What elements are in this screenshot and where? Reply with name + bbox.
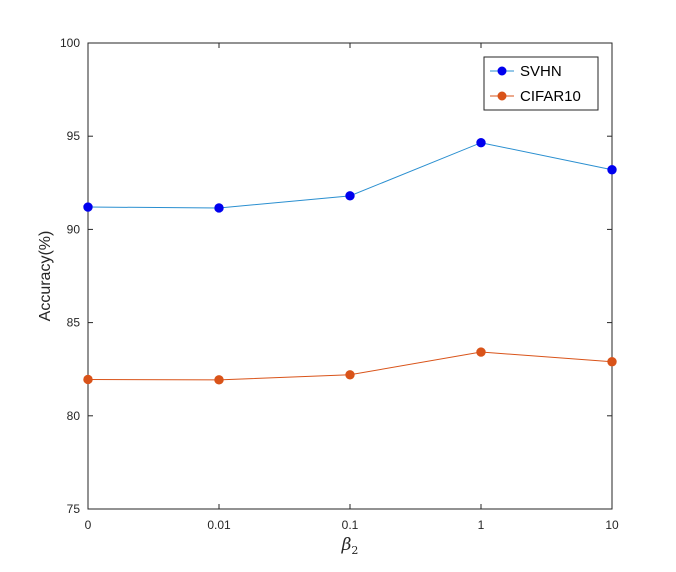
x-tick-label: 10 (605, 518, 619, 532)
data-point-svhn (607, 165, 617, 175)
x-tick-label: 0 (85, 518, 92, 532)
legend: SVHN CIFAR10 (483, 56, 599, 111)
y-tick-label: 85 (67, 316, 81, 330)
x-tick-label: 1 (478, 518, 485, 532)
series-layer (83, 138, 617, 385)
data-point-svhn (214, 203, 224, 213)
data-point-cifar10 (607, 357, 617, 367)
x-tick-label: 0.01 (207, 518, 231, 532)
data-point-cifar10 (214, 375, 224, 385)
x-axis-label-base: β (341, 535, 352, 555)
y-tick-label: 75 (67, 502, 81, 516)
legend-label-cifar10: CIFAR10 (520, 88, 581, 105)
y-tick-label: 100 (60, 36, 80, 50)
data-point-cifar10 (476, 347, 486, 357)
data-point-svhn (83, 202, 93, 212)
x-axis-label: β2 (341, 535, 359, 557)
y-axis-label: Accuracy(%) (37, 231, 54, 322)
y-tick-label: 95 (67, 129, 81, 143)
data-point-cifar10 (83, 374, 93, 385)
y-tick-label: 90 (67, 222, 81, 236)
legend-marker-svhn (497, 66, 507, 76)
x-tick-label: 0.1 (342, 518, 359, 532)
axis-ticks: 75 80 85 90 95 100 0 0.01 0.1 1 10 (60, 36, 619, 532)
data-point-cifar10 (345, 370, 355, 380)
data-point-svhn (476, 138, 486, 148)
data-point-svhn (345, 191, 355, 201)
legend-marker-cifar10 (497, 91, 507, 101)
legend-box (483, 56, 599, 111)
x-axis-label-subscript: 2 (351, 544, 358, 557)
legend-label-svhn: SVHN (520, 63, 562, 80)
y-tick-label: 80 (67, 409, 81, 423)
plot-area (87, 42, 613, 510)
